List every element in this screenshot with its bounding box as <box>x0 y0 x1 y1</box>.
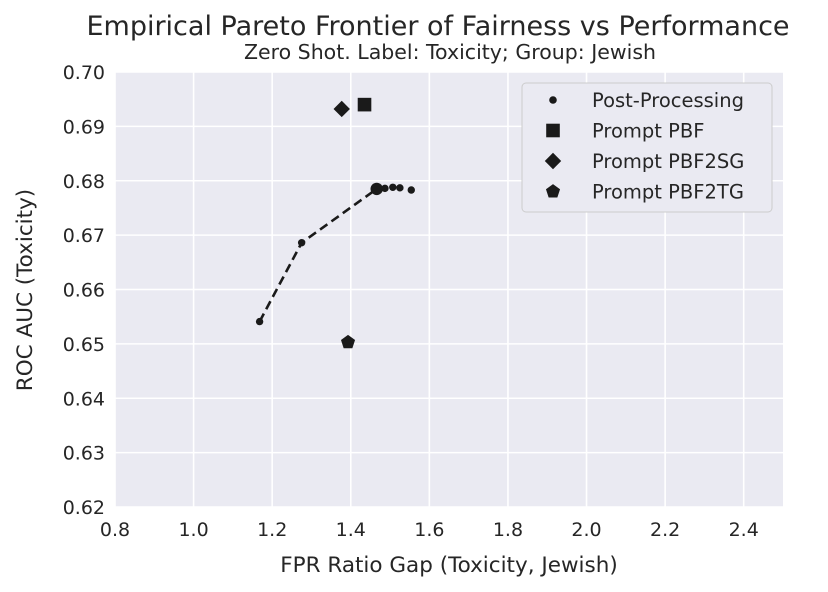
x-tick-label: 1.2 <box>257 519 287 541</box>
marker-post-processing <box>255 317 264 326</box>
y-tick-label: 0.70 <box>63 62 105 84</box>
x-tick-label: 1.8 <box>493 519 523 541</box>
y-tick-labels: 0.62 0.63 0.64 0.65 0.66 0.67 0.68 0.69 0.70 <box>63 62 105 519</box>
marker-prompt-pbf2tg <box>340 334 356 349</box>
legend-marker-prompt-pbf2sg <box>544 152 562 170</box>
marker-prompt-pbf2sg <box>333 100 350 118</box>
x-tick-label: 1.0 <box>178 519 208 541</box>
chart-subtitle: Zero Shot. Label: Toxicity; Group: Jewis… <box>244 40 656 64</box>
x-tick-label: 2.2 <box>650 519 680 541</box>
x-tick-label: 2.4 <box>729 519 759 541</box>
legend-marker-prompt-pbf <box>546 123 560 138</box>
x-tick-labels: 0.8 1.0 1.2 1.4 1.6 1.8 2.0 2.2 2.4 <box>100 519 759 541</box>
legend-marker-prompt-pbf2tg <box>545 184 561 198</box>
legend-label-prompt-pbf2tg: Prompt PBF2TG <box>592 181 744 204</box>
marker-post-processing <box>389 183 397 191</box>
y-tick-label: 0.63 <box>63 443 105 465</box>
legend-frame <box>521 82 773 213</box>
marker-post-processing <box>297 239 306 247</box>
y-axis-label: ROC AUC (Toxicity) <box>13 189 38 391</box>
marker-post-processing <box>396 184 404 192</box>
data-marks <box>255 97 415 349</box>
y-tick-label: 0.69 <box>63 116 105 138</box>
legend: Post-Processing Prompt PBF Prompt PBF2SG Pr… <box>521 82 773 213</box>
x-tick-label: 1.4 <box>336 519 366 541</box>
marker-post-processing <box>370 182 383 196</box>
x-tick-label: 1.6 <box>414 519 444 541</box>
y-tick-label: 0.67 <box>63 225 105 247</box>
marker-post-processing <box>381 184 389 193</box>
y-tick-label: 0.65 <box>63 334 105 356</box>
legend-label-post-processing: Post-Processing <box>592 89 744 112</box>
chart-title: Empirical Pareto Frontier of Fairness vs… <box>86 11 789 42</box>
marker-prompt-pbf <box>357 97 372 112</box>
y-tick-label: 0.68 <box>63 171 105 193</box>
y-tick-label: 0.62 <box>63 497 105 519</box>
x-tick-label: 2.0 <box>571 519 601 541</box>
x-tick-label: 0.8 <box>100 519 130 541</box>
legend-label-prompt-pbf2sg: Prompt PBF2SG <box>592 150 744 173</box>
y-tick-label: 0.64 <box>63 388 105 410</box>
marker-post-processing <box>407 186 415 194</box>
legend-label-prompt-pbf: Prompt PBF <box>592 120 705 143</box>
legend-marker-post-processing <box>549 96 557 104</box>
x-axis-label: FPR Ratio Gap (Toxicity, Jewish) <box>280 553 617 578</box>
y-tick-label: 0.66 <box>63 280 105 302</box>
